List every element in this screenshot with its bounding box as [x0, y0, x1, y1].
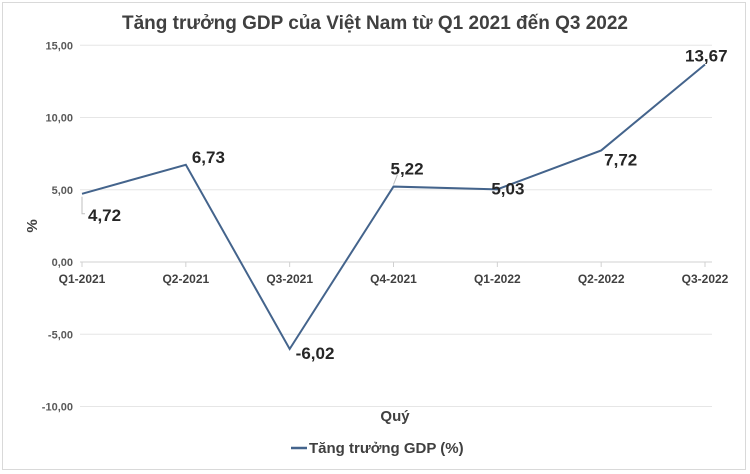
y-tick-label: 0,00	[52, 257, 73, 269]
x-tick-label: Q1-2021	[59, 272, 106, 286]
leader-line	[393, 174, 398, 185]
y-axis-title: %	[24, 219, 41, 232]
data-label: 6,73	[192, 148, 225, 167]
x-tick-label: Q4-2021	[370, 272, 417, 286]
x-axis-title: Quý	[380, 408, 410, 425]
data-label: -6,02	[296, 344, 335, 363]
data-label: 7,72	[604, 150, 637, 169]
data-label: 5,22	[391, 160, 424, 179]
y-tick-label: 15,00	[45, 40, 73, 52]
x-tick-label: Q1-2022	[474, 272, 521, 286]
x-tick-label: Q3-2021	[266, 272, 313, 286]
chart-frame	[2, 2, 746, 470]
y-tick-label: -5,00	[48, 329, 73, 341]
x-tick-label: Q2-2021	[162, 272, 209, 286]
data-label: 4,72	[88, 206, 121, 225]
x-tick-label: Q3-2022	[682, 272, 729, 286]
y-tick-label: 10,00	[45, 113, 73, 125]
legend-label: Tăng trưởng GDP (%)	[309, 440, 464, 457]
y-tick-label: -10,00	[42, 402, 73, 414]
data-label: 5,03	[491, 179, 524, 198]
series-line	[81, 63, 706, 351]
y-tick-label: 5,00	[52, 185, 73, 197]
leader-line	[81, 196, 85, 215]
chart-title: Tăng trưởng GDP của Việt Nam từ Q1 2021 …	[122, 13, 628, 34]
data-label: 13,67	[685, 46, 728, 65]
x-tick-label: Q2-2022	[578, 272, 625, 286]
